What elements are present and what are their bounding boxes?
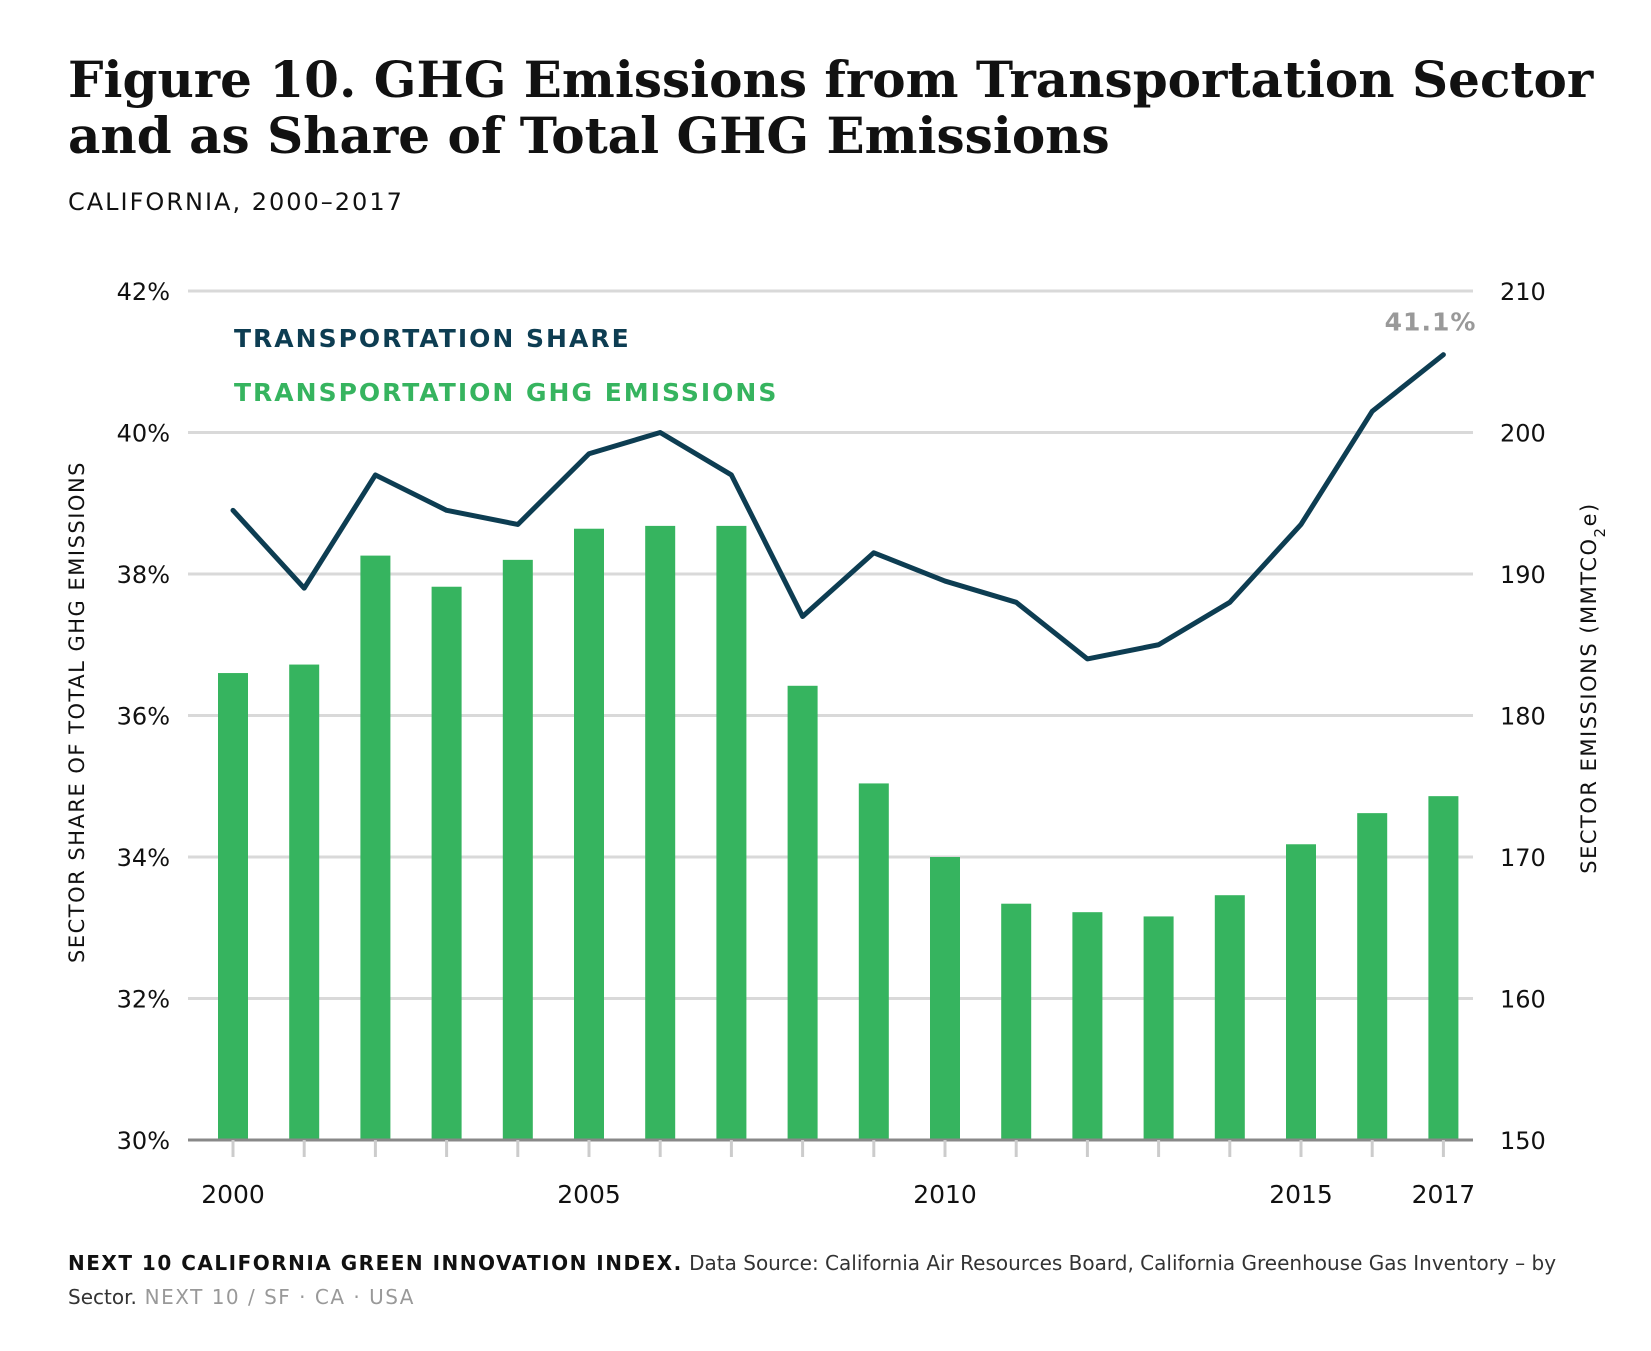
y-left-tick-label: 32% bbox=[117, 986, 170, 1014]
share-end-label: 41.1% bbox=[1385, 308, 1477, 337]
y-right-tick-label: 210 bbox=[1500, 278, 1546, 306]
emissions-bar bbox=[858, 783, 889, 1140]
footer-source: Data Source: California Air Resources Bo… bbox=[68, 1251, 1557, 1309]
emissions-bar bbox=[574, 528, 604, 1140]
x-tick-label: 2005 bbox=[557, 1180, 621, 1209]
emissions-bar bbox=[1214, 895, 1245, 1140]
y-left-tick-label: 42% bbox=[117, 278, 170, 306]
emissions-bar bbox=[1001, 903, 1032, 1140]
y-axis-right-label: SECTOR EMISSIONS (MMTCO2e) bbox=[1577, 502, 1609, 873]
y-right-tick-label: 150 bbox=[1500, 1127, 1546, 1155]
footer-title: NEXT 10 CALIFORNIA GREEN INNOVATION INDE… bbox=[68, 1251, 683, 1275]
x-tick-label: 2000 bbox=[201, 1180, 265, 1209]
y-right-tick-label: 190 bbox=[1500, 561, 1546, 589]
emissions-bar bbox=[218, 673, 248, 1140]
share-line-group: 41.1% bbox=[230, 308, 1477, 662]
emissions-bar bbox=[1357, 813, 1388, 1140]
chart-footer: NEXT 10 CALIFORNIA GREEN INNOVATION INDE… bbox=[68, 1246, 1588, 1314]
chart-title-line-2: and as Share of Total GHG Emissions bbox=[68, 106, 1110, 165]
emissions-bar bbox=[431, 586, 462, 1140]
x-tick-label: 2017 bbox=[1412, 1180, 1476, 1209]
emissions-bar bbox=[1072, 912, 1103, 1140]
chart-title-line-1: Figure 10. GHG Emissions from Transporta… bbox=[68, 50, 1594, 109]
y-right-tick-label: 170 bbox=[1500, 844, 1546, 872]
legend: TRANSPORTATION SHARE TRANSPORTATION GHG … bbox=[234, 324, 778, 407]
footer-org: NEXT 10 / SF · CA · USA bbox=[136, 1285, 415, 1309]
y-axis-left-label: SECTOR SHARE OF TOTAL GHG EMISSIONS bbox=[65, 461, 89, 963]
legend-share-label: TRANSPORTATION SHARE bbox=[234, 324, 631, 353]
axes: 30% 150 32% 160 34% 170 36% 180 38% 190 40% 200 42% 2… bbox=[117, 278, 1546, 1209]
emissions-bar bbox=[1143, 916, 1174, 1140]
emissions-bar bbox=[716, 525, 747, 1140]
emissions-bar bbox=[645, 525, 676, 1140]
emissions-bar bbox=[1286, 844, 1316, 1140]
emissions-bar bbox=[360, 555, 391, 1140]
y-left-tick-label: 36% bbox=[117, 703, 170, 731]
emissions-bar bbox=[1428, 796, 1459, 1140]
share-line bbox=[230, 352, 1446, 662]
emissions-bar bbox=[930, 857, 960, 1140]
x-tick-label: 2015 bbox=[1269, 1180, 1333, 1209]
emissions-bars bbox=[218, 525, 1459, 1140]
chart-subtitle: CALIFORNIA, 2000–2017 bbox=[68, 188, 404, 216]
y-left-tick-label: 40% bbox=[117, 420, 170, 448]
emissions-bar bbox=[502, 559, 533, 1140]
y-left-tick-label: 34% bbox=[117, 844, 170, 872]
y-right-tick-label: 160 bbox=[1500, 986, 1546, 1014]
y-right-tick-label: 180 bbox=[1500, 703, 1546, 731]
y-left-tick-label: 30% bbox=[117, 1127, 170, 1155]
chart-title: Figure 10. GHG Emissions from Transporta… bbox=[68, 52, 1608, 164]
x-tick-label: 2010 bbox=[913, 1180, 977, 1209]
legend-emissions-label: TRANSPORTATION GHG EMISSIONS bbox=[234, 378, 778, 407]
emissions-bar bbox=[289, 664, 320, 1140]
y-right-tick-label: 200 bbox=[1500, 420, 1546, 448]
y-left-tick-label: 38% bbox=[117, 561, 170, 589]
emissions-bar bbox=[787, 685, 818, 1140]
